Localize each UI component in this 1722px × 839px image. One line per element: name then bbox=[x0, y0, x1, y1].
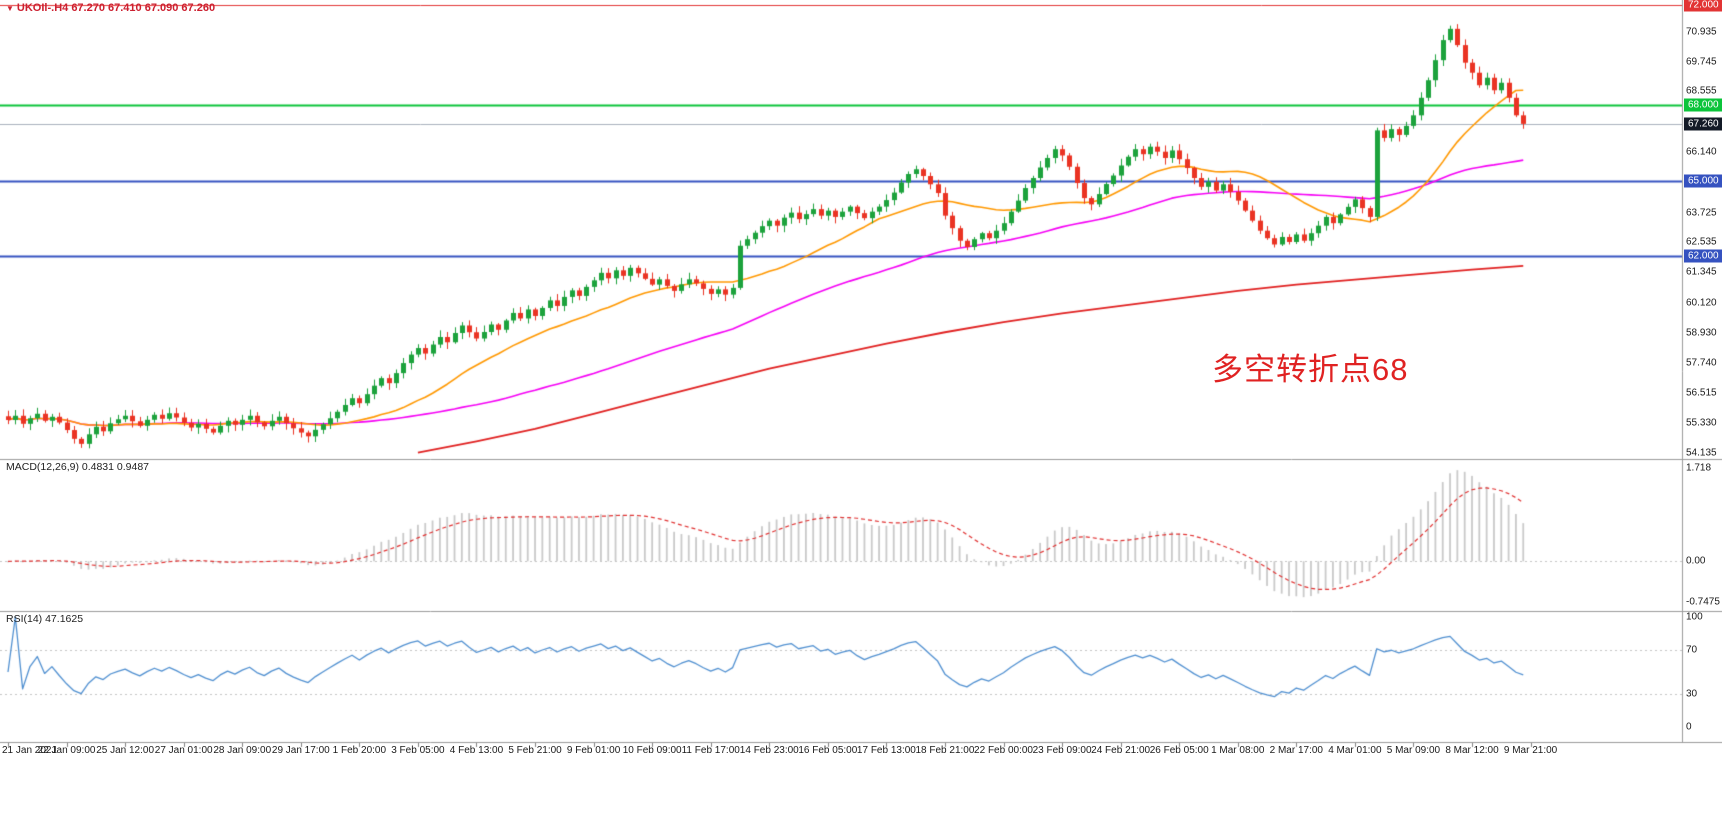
time-axis-label: 4 Feb 13:00 bbox=[449, 745, 504, 756]
time-axis-label: 24 Feb 21:00 bbox=[1091, 745, 1151, 756]
rsi-axis-label: 70 bbox=[1686, 644, 1698, 656]
macd-axis-label: 1.718 bbox=[1686, 462, 1712, 474]
price-axis-label: 54.135 bbox=[1686, 447, 1717, 459]
macd-axis-label: -0.7475 bbox=[1686, 596, 1720, 608]
time-axis-label: 28 Jan 09:00 bbox=[213, 745, 272, 756]
time-axis-label: 21 Jan 2021 bbox=[2, 745, 58, 756]
time-axis-label: 1 Feb 20:00 bbox=[332, 745, 387, 756]
symbol-title: ▼ UKOIl-.H4 67.270 67.410 67.090 67.260 bbox=[6, 2, 215, 14]
time-axis-label: 1 Mar 08:00 bbox=[1211, 745, 1265, 756]
price-level-badge: 62.000 bbox=[1684, 249, 1722, 263]
rsi-axis-label: 100 bbox=[1686, 611, 1703, 623]
time-axis-label: 9 Feb 01:00 bbox=[566, 745, 621, 756]
time-axis-label: 17 Feb 13:00 bbox=[856, 745, 916, 756]
price-level-badge: 68.000 bbox=[1684, 98, 1722, 112]
time-axis-label: 25 Jan 12:00 bbox=[96, 745, 155, 756]
time-axis-label: 2 Mar 17:00 bbox=[1269, 745, 1323, 756]
price-axis-label: 69.745 bbox=[1686, 56, 1717, 68]
price-axis-label: 55.330 bbox=[1686, 417, 1717, 429]
price-axis-label: 62.535 bbox=[1686, 236, 1717, 248]
time-axis-label: 11 Feb 17:00 bbox=[681, 745, 740, 756]
annotation-text: 多空转折点68 bbox=[1212, 352, 1409, 387]
time-axis-label: 9 Mar 21:00 bbox=[1503, 745, 1558, 756]
sell-marker-icon: ▼ bbox=[6, 4, 14, 13]
price-level-badge: 72.000 bbox=[1684, 0, 1722, 12]
time-axis-label: 16 Feb 05:00 bbox=[798, 745, 858, 756]
time-axis-label: 18 Feb 21:00 bbox=[915, 745, 975, 756]
price-axis-label: 63.725 bbox=[1686, 207, 1717, 218]
price-level-badge: 67.260 bbox=[1684, 117, 1722, 131]
time-axis-label: 29 Jan 17:00 bbox=[271, 745, 330, 756]
price-axis-label: 70.935 bbox=[1686, 26, 1717, 38]
macd-axis-label: 0.00 bbox=[1686, 555, 1706, 567]
time-axis-label: 5 Mar 09:00 bbox=[1386, 745, 1441, 756]
price-axis-label: 66.140 bbox=[1686, 146, 1717, 158]
price-chart-canvas[interactable] bbox=[0, 0, 1722, 770]
price-axis-label: 68.555 bbox=[1686, 85, 1717, 97]
time-axis-label: 3 Feb 05:00 bbox=[391, 745, 445, 756]
time-axis-label: 23 Feb 09:00 bbox=[1032, 745, 1092, 756]
price-level-badge: 65.000 bbox=[1684, 174, 1722, 188]
time-axis-label: 4 Mar 01:00 bbox=[1328, 745, 1382, 756]
time-axis-label: 5 Feb 21:00 bbox=[508, 745, 562, 756]
time-axis-label: 26 Feb 05:00 bbox=[1149, 745, 1209, 756]
time-axis-label: 10 Feb 09:00 bbox=[622, 745, 682, 756]
price-axis-label: 60.120 bbox=[1686, 297, 1717, 309]
price-axis-label: 56.515 bbox=[1686, 387, 1717, 399]
time-axis-label: 14 Feb 23:00 bbox=[739, 745, 799, 756]
macd-indicator-label: MACD(12,26,9) 0.4831 0.9487 bbox=[6, 461, 150, 473]
time-axis-label: 8 Mar 12:00 bbox=[1445, 745, 1499, 756]
time-axis-label: 22 Feb 00:00 bbox=[974, 745, 1033, 756]
rsi-axis-label: 30 bbox=[1686, 688, 1698, 700]
time-axis-label: 27 Jan 01:00 bbox=[154, 745, 213, 756]
price-axis-label: 57.740 bbox=[1686, 357, 1717, 369]
rsi-indicator-label: RSI(14) 47.1625 bbox=[6, 613, 84, 625]
price-axis-label: 61.345 bbox=[1686, 266, 1717, 278]
price-axis-label: 58.930 bbox=[1686, 327, 1717, 339]
time-axis-label: 22 Jan 09:00 bbox=[37, 745, 96, 756]
symbol-ohlc-text: UKOIl-.H4 67.270 67.410 67.090 67.260 bbox=[16, 2, 216, 14]
rsi-axis-label: 0 bbox=[1686, 721, 1692, 733]
